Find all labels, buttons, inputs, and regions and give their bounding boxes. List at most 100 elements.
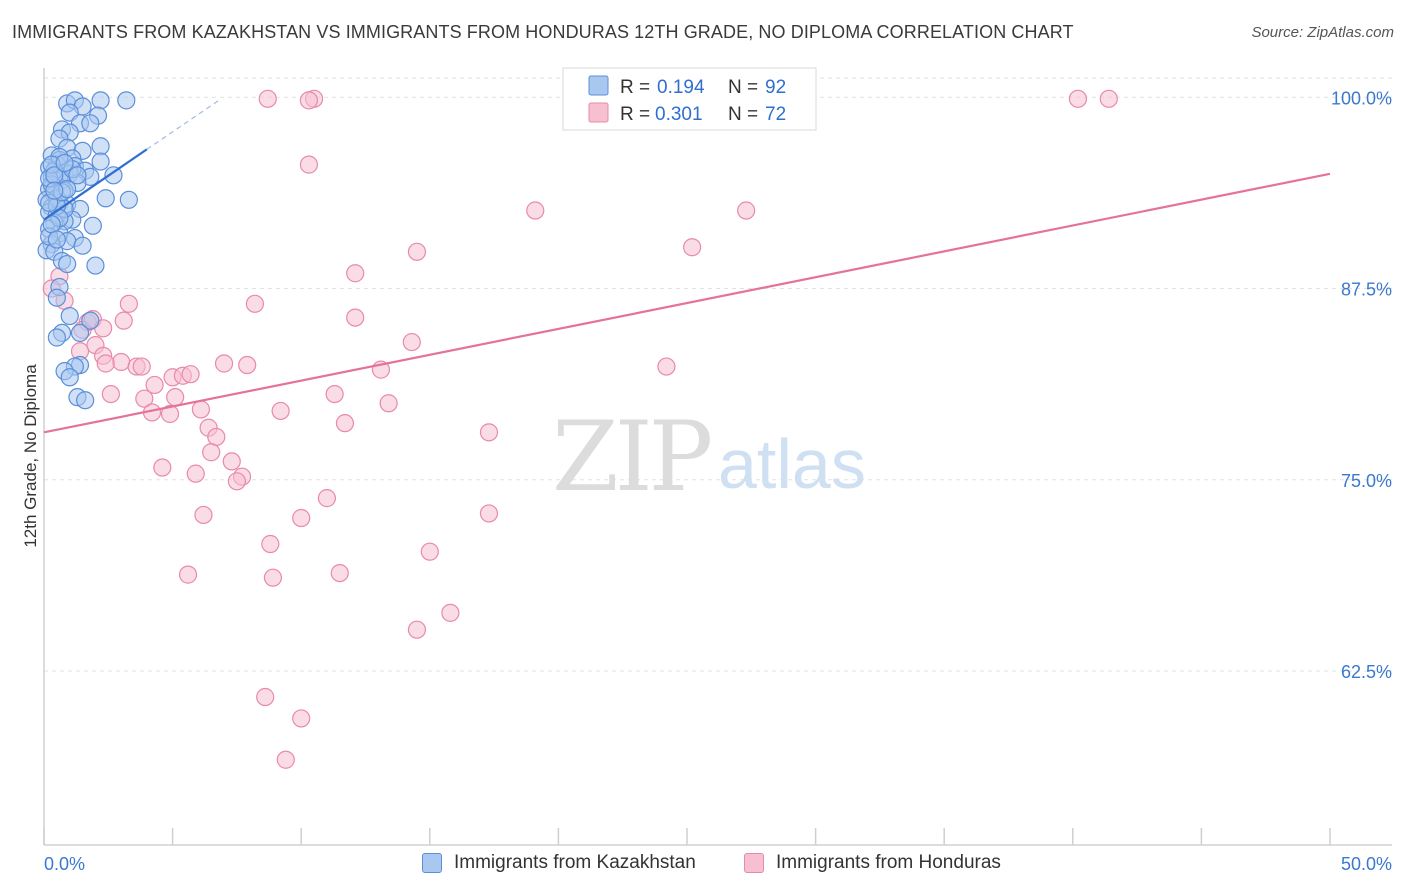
honduras-point-65	[292, 709, 311, 728]
honduras-point-27	[238, 355, 257, 375]
honduras-point-9	[683, 238, 702, 257]
x-tick-label-0: 0.0%	[44, 854, 85, 874]
honduras-point-49	[153, 458, 172, 477]
honduras-point-71	[299, 91, 319, 110]
legend-item-honduras: Immigrants from Honduras	[744, 852, 1001, 874]
legend-n-label-kazakhstan: N =	[728, 77, 758, 98]
honduras-point-60	[263, 568, 283, 587]
honduras-point-45	[479, 423, 499, 442]
honduras-point-62	[441, 603, 460, 622]
honduras-point-55	[194, 505, 213, 525]
grid-lines	[44, 77, 1392, 672]
honduras-point-42	[191, 400, 210, 419]
honduras-point-48	[222, 452, 241, 471]
kazakhstan-point-63	[70, 323, 90, 342]
honduras-point-59	[178, 565, 198, 584]
kazakhstan-point-3	[91, 91, 110, 110]
watermark-atlas: atlas	[718, 425, 866, 503]
honduras-point-29	[132, 357, 151, 376]
kazakhstan-point-88	[68, 166, 87, 185]
honduras-point-57	[261, 534, 280, 554]
honduras-point-53	[317, 489, 337, 508]
honduras-point-10	[346, 264, 365, 283]
honduras-point-14	[119, 294, 138, 313]
honduras-point-35	[101, 384, 120, 404]
kazakhstan-point-47	[83, 216, 102, 235]
honduras-point-64	[256, 687, 275, 707]
honduras-point-52	[227, 472, 246, 491]
trend-lines	[43, 99, 1331, 434]
honduras-point-54	[479, 504, 499, 523]
honduras-point-16	[346, 308, 365, 327]
kazakhstan-point-12	[91, 137, 110, 156]
kazakhstan-trend-line	[43, 148, 148, 221]
kazakhstan-point-60	[47, 288, 66, 307]
honduras-point-58	[420, 542, 439, 561]
kazakhstan-point-36	[119, 190, 138, 209]
honduras-point-6	[526, 201, 545, 220]
honduras-point-4	[1099, 89, 1118, 108]
x-tick-label-1: 50.0%	[1341, 854, 1392, 874]
y-tick-label-3: 100.0%	[1331, 88, 1392, 108]
honduras-point-26	[214, 354, 234, 373]
kazakhstan-point-18	[91, 152, 110, 171]
watermark-zip: ZIP	[552, 401, 711, 513]
legend-n-value-honduras: 72	[765, 104, 786, 125]
series-legend: Immigrants from Kazakhstan Immigrants fr…	[0, 852, 1406, 878]
y-tick-label-2: 87.5%	[1341, 280, 1392, 300]
y-tick-label-1: 75.0%	[1341, 471, 1392, 491]
honduras-point-41	[160, 404, 180, 424]
honduras-point-37	[135, 389, 154, 408]
y-axis-label: 12th Grade, No Diploma	[21, 364, 40, 548]
kazakhstan-point-90	[55, 153, 74, 173]
legend-n-label-honduras: N =	[728, 104, 758, 125]
tick-labels: 62.5% 75.0% 87.5% 100.0% 0.0% 50.0%	[44, 88, 1392, 874]
honduras-point-30	[657, 357, 676, 376]
correlation-legend: R = 0.194 N = 92 R = 0.301 N = 72	[562, 67, 817, 131]
honduras-point-0	[258, 89, 277, 108]
honduras-point-5	[299, 155, 319, 174]
kazakhstan-point-4	[117, 91, 136, 110]
honduras-point-46	[207, 427, 226, 447]
kazakhstan-trend-extension	[146, 99, 220, 150]
kazakhstan-point-91	[45, 181, 64, 200]
honduras-point-40	[271, 401, 290, 421]
kazakhstan-point-89	[47, 230, 66, 249]
honduras-point-24	[112, 352, 131, 372]
legend-n-value-kazakhstan: 92	[765, 77, 786, 98]
honduras-point-34	[145, 375, 164, 395]
legend-label-kazakhstan: Immigrants from Kazakhstan	[454, 852, 696, 873]
honduras-point-13	[245, 294, 265, 313]
honduras-point-36	[325, 384, 344, 404]
honduras-point-38	[166, 388, 185, 407]
honduras-point-43	[335, 414, 355, 433]
source-label: Source: ZipAtlas.com	[1251, 24, 1394, 41]
kazakhstan-point-58	[58, 254, 77, 274]
legend-label-honduras: Immigrants from Honduras	[776, 852, 1001, 873]
legend-r-label-honduras: R =	[620, 104, 650, 125]
honduras-point-63	[407, 620, 427, 639]
chart-title: IMMIGRANTS FROM KAZAKHSTAN VS IMMIGRANTS…	[12, 22, 1074, 42]
honduras-point-39	[379, 394, 398, 413]
kazakhstan-point-57	[86, 256, 105, 275]
honduras-point-50	[186, 464, 205, 483]
honduras-point-7	[737, 201, 756, 220]
honduras-point-20	[402, 332, 421, 352]
kazakhstan-point-8	[81, 114, 100, 133]
honduras-point-56	[292, 508, 311, 528]
honduras-trend-line	[43, 172, 1331, 434]
kazakhstan-point-26	[104, 166, 123, 185]
y-tick-label-0: 62.5%	[1341, 662, 1392, 682]
kazakhstan-points	[37, 91, 138, 410]
kazakhstan-swatch	[422, 853, 442, 873]
kazakhstan-point-69	[60, 368, 79, 387]
legend-r-value-honduras: 0.301	[655, 104, 703, 125]
honduras-point-25	[96, 354, 115, 373]
honduras-point-8	[407, 242, 427, 261]
honduras-point-61	[330, 563, 349, 583]
honduras-point-47	[202, 443, 221, 462]
kazakhstan-point-61	[60, 306, 79, 326]
legend-swatch-kazakhstan	[588, 75, 609, 96]
legend-r-label-kazakhstan: R =	[620, 77, 650, 98]
